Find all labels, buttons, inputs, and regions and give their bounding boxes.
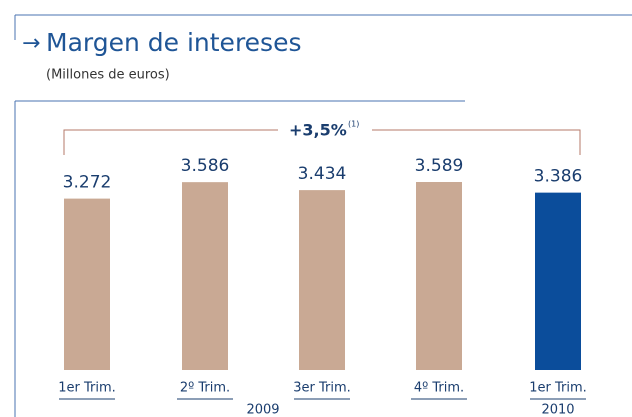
annotation: +3,5% — [289, 121, 347, 140]
group-label: 2010 — [541, 403, 574, 417]
chart-subtitle: (Millones de euros) — [46, 68, 170, 83]
x-tick-label: 2º Trim. — [180, 381, 230, 396]
x-tick-label: 4º Trim. — [414, 381, 464, 396]
value-label: 3.589 — [415, 156, 464, 176]
x-tick-label: 1er Trim. — [58, 381, 116, 396]
bar — [182, 182, 228, 370]
bar — [64, 198, 110, 370]
bar — [299, 190, 345, 370]
arrow: → — [22, 31, 40, 56]
bracket — [63, 129, 581, 155]
bar — [416, 182, 462, 370]
x-tick-label: 3er Trim. — [293, 381, 351, 396]
value-label: 3.586 — [181, 156, 230, 176]
chart-title: Margen de intereses — [46, 28, 301, 57]
annotation-note: (1) — [348, 120, 359, 129]
group-label: 2009 — [246, 403, 279, 417]
value-label: 3.386 — [534, 167, 583, 187]
value-label: 3.272 — [63, 173, 112, 193]
value-label: 3.434 — [298, 164, 347, 184]
x-tick-label: 1er Trim. — [529, 381, 587, 396]
bar — [535, 192, 581, 370]
